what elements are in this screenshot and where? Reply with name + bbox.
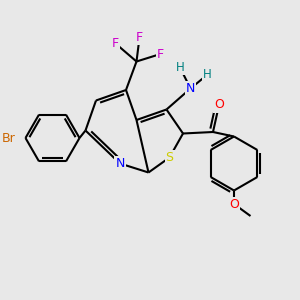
- Text: O: O: [214, 98, 224, 112]
- Text: H: H: [202, 68, 211, 82]
- Text: Br: Br: [2, 131, 16, 145]
- Text: S: S: [166, 151, 173, 164]
- Text: N: N: [186, 82, 195, 95]
- Text: H: H: [176, 61, 184, 74]
- Text: O: O: [229, 197, 239, 211]
- Text: F: F: [136, 31, 143, 44]
- Text: F: F: [157, 47, 164, 61]
- Text: F: F: [112, 37, 119, 50]
- Text: N: N: [115, 157, 125, 170]
